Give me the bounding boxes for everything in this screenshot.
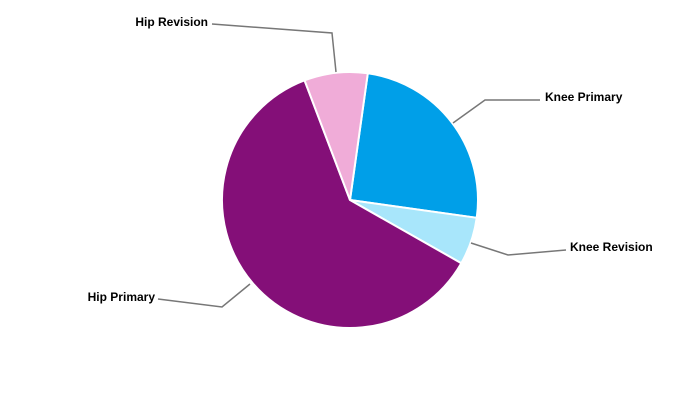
- leader-line: [157, 283, 251, 308]
- slice-label: Hip Primary: [88, 290, 156, 304]
- pie-slice: [221, 79, 463, 329]
- slice-label: Knee Revision: [570, 240, 653, 254]
- pie-slice: [303, 71, 369, 201]
- pie-slice: [348, 72, 479, 219]
- leader-line: [452, 99, 540, 124]
- slice-label: Knee Primary: [545, 90, 623, 104]
- slice-label: Hip Revision: [135, 15, 208, 29]
- leader-line: [211, 23, 337, 73]
- leader-line: [470, 242, 567, 256]
